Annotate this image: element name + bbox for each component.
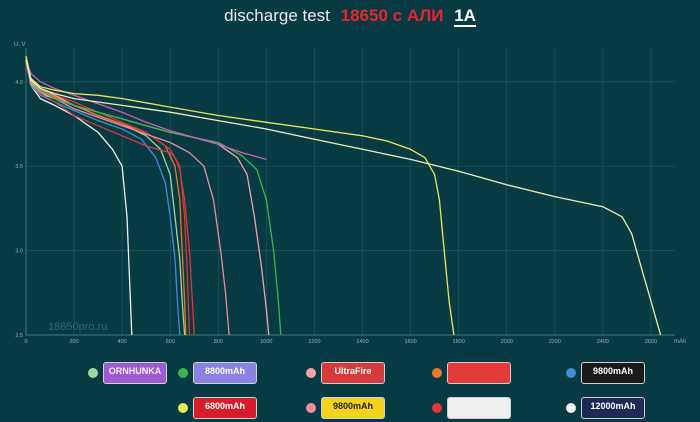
legend-item: 12000mAh [566,397,646,419]
battery-label: 9800mAh [332,401,374,411]
battery-image: 9800mAh [321,397,385,419]
legend-item: 6800mAh [178,397,258,419]
legend-item: 9800mAh [566,362,646,384]
legend-item: 8800mAh [178,362,258,384]
series-line-2 [25,61,181,336]
legend-color-dot [178,403,188,413]
chart-title: discharge test 18650 с АЛИ 1A [0,6,700,27]
battery-image: ORNHUNKA [103,362,167,384]
y-tick-label: 4.0 [15,80,23,86]
legend-color-dot [306,403,316,413]
x-tick-label: 1800 [453,339,465,345]
legend-color-dot [566,403,576,413]
legend-item: 9800mAh [306,397,386,419]
battery-image: 12000mAh [581,397,645,419]
x-axis-label: mAh [674,339,686,345]
x-tick-label: 2200 [549,339,561,345]
series-line-1 [25,56,133,336]
x-tick-label: 2000 [501,339,513,345]
legend-color-dot [566,368,576,378]
title-model: 18650 с АЛИ [340,6,444,25]
legend-color-dot [306,368,316,378]
title-current: 1A [454,6,476,27]
battery-label: 8800mAh [204,366,246,376]
battery-label: UltraFire [334,366,372,376]
x-tick-label: 1000 [260,339,272,345]
battery-image: UltraFire [321,362,385,384]
y-tick-label: 3.5 [15,164,23,170]
grid [25,48,675,336]
battery-image: 8800mAh [193,362,257,384]
legend-item [432,362,512,384]
x-tick-label: 2400 [597,339,609,345]
y-tick-label: 3.0 [15,249,23,255]
series-line-6 [25,57,195,336]
series-group [25,56,662,336]
legend-item [432,397,512,419]
battery-label: 12000mAh [590,401,636,411]
title-prefix: discharge test [224,6,330,25]
battery-image [447,362,511,384]
battery-label: ORNHUNKA [108,366,162,376]
watermark: 18650pro.ru [48,321,107,333]
series-line-5 [25,61,191,336]
series-line-7 [25,59,230,336]
battery-image: 6800mAh [193,397,257,419]
y-tick-label: 2.5 [15,333,23,339]
y-axis-label: U, V [14,42,26,48]
legend-color-dot [432,403,442,413]
series-line-9 [25,57,282,336]
battery-image: 9800mAh [581,362,645,384]
x-tick-label: 200 [69,339,78,345]
x-tick-label: 800 [214,339,223,345]
legend-item: ORNHUNKA [88,362,168,384]
series-line-10 [25,61,267,161]
legend-color-dot [178,368,188,378]
x-tick-label: 600 [166,339,175,345]
x-tick-label: 0 [24,339,27,345]
battery-label: 9800mAh [592,366,634,376]
axes: 0 200 400 600 800 1000 1200 1400 1600 1800 2000 220… [15,48,675,345]
x-tick-label: 1400 [356,339,368,345]
battery-image [447,397,511,419]
x-tick-label: 2600 [645,339,657,345]
legend-color-dot [432,368,442,378]
series-line-11 [25,56,455,336]
series-line-12 [25,59,662,336]
legend-color-dot [88,368,98,378]
x-tick-label: 1200 [308,339,320,345]
x-tick-label: 1600 [404,339,416,345]
battery-label: 6800mAh [204,401,246,411]
legend-item: UltraFire [306,362,386,384]
x-tick-label: 400 [118,339,127,345]
